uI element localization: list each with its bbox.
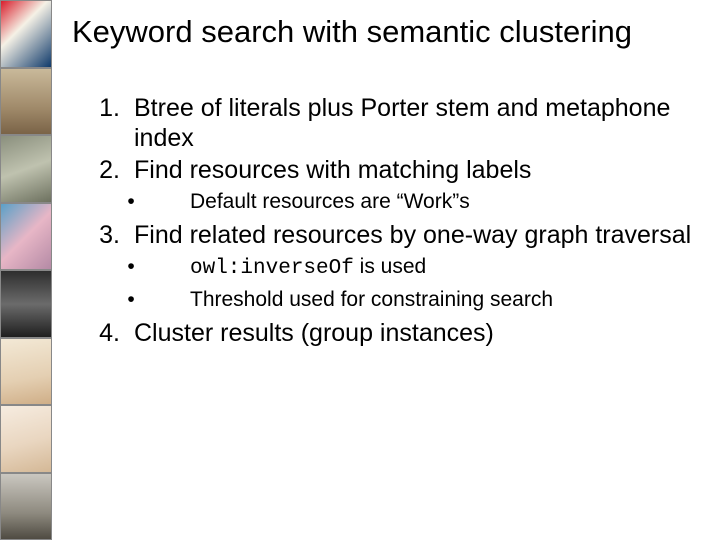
list-item: 3. Find related resources by one-way gra…: [72, 220, 692, 250]
sub-item: • Threshold used for constraining search: [72, 287, 692, 312]
sub-item-text: owl:inverseOf is used: [190, 254, 692, 281]
list-item: 4. Cluster results (group instances): [72, 318, 692, 348]
thumbnail: [0, 473, 52, 540]
thumbnail: [0, 203, 52, 271]
item-number: 4.: [72, 318, 134, 348]
list-item: 1. Btree of literals plus Porter stem an…: [72, 93, 692, 153]
slide-title: Keyword search with semantic clustering: [72, 14, 692, 51]
sub-item-rest: is used: [354, 255, 426, 278]
thumbnail: [0, 135, 52, 203]
thumbnail: [0, 270, 52, 338]
item-number: 2.: [72, 155, 134, 185]
bullet-glyph: •: [72, 189, 190, 214]
item-text: Find related resources by one-way graph …: [134, 220, 692, 250]
item-number: 3.: [72, 220, 134, 250]
sub-item-text: Default resources are “Work”s: [190, 189, 692, 214]
thumbnail: [0, 68, 52, 136]
item-text: Btree of literals plus Porter stem and m…: [134, 93, 692, 153]
item-number: 1.: [72, 93, 134, 153]
numbered-list: 1. Btree of literals plus Porter stem an…: [72, 93, 692, 349]
sub-item-text: Threshold used for constraining search: [190, 287, 692, 312]
thumbnail-sidebar: [0, 0, 52, 540]
thumbnail: [0, 338, 52, 406]
sub-item: • Default resources are “Work”s: [72, 189, 692, 214]
slide-content: Keyword search with semantic clustering …: [72, 14, 692, 526]
item-text: Find resources with matching labels: [134, 155, 692, 185]
thumbnail: [0, 0, 52, 68]
bullet-glyph: •: [72, 254, 190, 281]
bullet-glyph: •: [72, 287, 190, 312]
thumbnail: [0, 405, 52, 473]
sub-item: • owl:inverseOf is used: [72, 254, 692, 281]
code-span: owl:inverseOf: [190, 257, 354, 280]
list-item: 2. Find resources with matching labels: [72, 155, 692, 185]
item-text: Cluster results (group instances): [134, 318, 692, 348]
